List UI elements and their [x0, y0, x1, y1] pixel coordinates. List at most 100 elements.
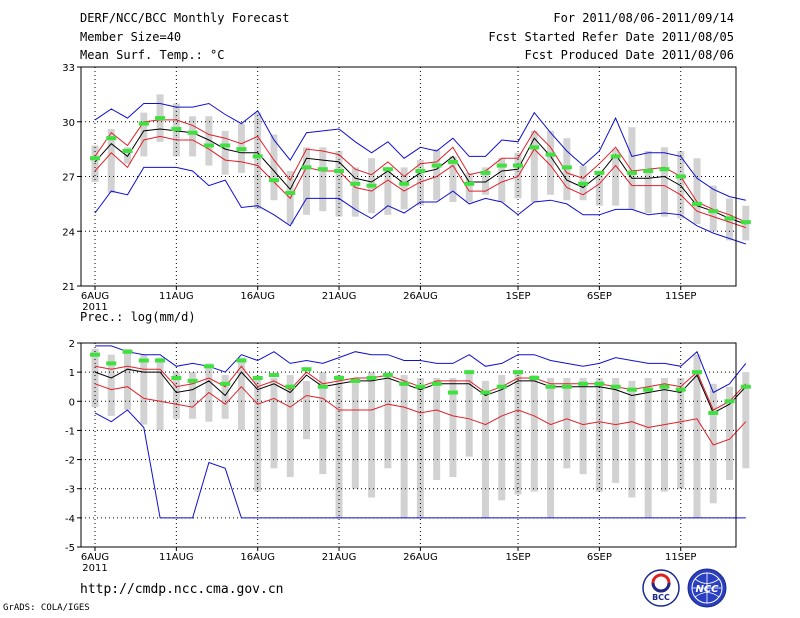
observed-mark — [545, 152, 556, 157]
observed-mark — [285, 384, 296, 389]
member-size-label: Member Size=40 — [80, 30, 182, 44]
observed-mark — [691, 201, 702, 206]
observed-mark — [480, 390, 491, 395]
spread-box — [530, 130, 538, 203]
x-tick-label: 21AUG — [322, 552, 357, 563]
observed-mark — [187, 130, 198, 135]
observed-mark — [675, 387, 686, 392]
observed-mark — [90, 156, 100, 161]
variable-label: Mean Surf. Temp.: °C — [80, 48, 225, 62]
x-tick-label: 11SEP — [665, 291, 696, 302]
observed-mark — [90, 352, 100, 357]
observed-mark — [464, 181, 475, 186]
spread-box — [709, 185, 717, 232]
y-tick-label: 30 — [62, 118, 75, 129]
spread-box — [465, 372, 473, 457]
observed-mark — [399, 381, 410, 386]
spread-box — [189, 116, 197, 157]
spread-box — [433, 149, 441, 201]
spread-box — [189, 372, 197, 419]
observed-mark — [691, 370, 702, 375]
observed-mark — [122, 349, 133, 354]
y-tick-label: 1 — [69, 368, 75, 379]
y-tick-label: 24 — [62, 227, 75, 238]
observed-mark — [447, 159, 458, 164]
x-tick-label: 26AUG — [403, 552, 438, 563]
spread-box — [351, 167, 359, 217]
logos: BCC NCC — [642, 568, 727, 608]
observed-mark — [138, 121, 149, 126]
grads-credit: GrADS: COLA/IGES — [3, 603, 90, 613]
forecast-period: For 2011/08/06-2011/09/14 — [553, 11, 734, 25]
observed-mark — [561, 384, 572, 389]
ncc-logo-text: NCC — [695, 584, 719, 595]
observed-mark — [578, 381, 589, 386]
y-tick-label: -5 — [65, 543, 75, 554]
spread-box — [530, 375, 538, 492]
y-tick-label: -1 — [65, 426, 75, 437]
observed-mark — [106, 361, 117, 366]
spread-box — [270, 377, 278, 469]
spread-box — [449, 156, 457, 203]
spread-box — [303, 147, 311, 215]
observed-mark — [464, 370, 475, 375]
spread-box — [644, 377, 652, 518]
y-tick-label: 21 — [62, 282, 75, 293]
x-tick-label: 26AUG — [403, 291, 438, 302]
spread-box — [612, 149, 620, 206]
observed-mark — [431, 381, 442, 386]
observed-mark — [350, 181, 361, 186]
spread-box — [465, 172, 473, 203]
observed-mark — [203, 364, 214, 369]
x-year-label: 2011 — [82, 302, 107, 313]
x-tick-label: 6AUG — [81, 291, 109, 302]
observed-mark — [610, 154, 621, 159]
observed-mark — [366, 183, 377, 188]
spread-box — [742, 372, 750, 469]
observed-mark — [610, 384, 621, 389]
ncc-logo: NCC — [687, 568, 727, 608]
x-tick-label: 6SEP — [587, 291, 612, 302]
bcc-logo: BCC — [642, 569, 680, 607]
observed-mark — [155, 358, 166, 363]
ensemble-max-line — [94, 102, 746, 201]
spread-box — [677, 150, 685, 219]
observed-mark — [155, 116, 166, 121]
observed-mark — [740, 220, 751, 225]
observed-mark — [578, 181, 589, 186]
spread-box — [579, 377, 587, 475]
observed-mark — [724, 216, 735, 221]
observed-mark — [643, 387, 654, 392]
bcc-logo-text: BCC — [652, 593, 670, 602]
spread-box — [514, 372, 522, 495]
observed-mark — [317, 167, 328, 172]
y-tick-label: -4 — [65, 514, 75, 525]
observed-mark — [594, 170, 605, 175]
spread-box — [628, 127, 636, 210]
lower-spread-line — [94, 135, 746, 229]
spread-box — [91, 348, 99, 408]
observed-mark — [171, 127, 182, 132]
x-tick-label: 21AUG — [322, 291, 357, 302]
spread-box — [693, 158, 701, 224]
observed-mark — [236, 147, 247, 152]
spread-box — [254, 112, 262, 210]
observed-mark — [203, 143, 214, 148]
spread-box — [205, 116, 213, 166]
observed-mark — [626, 387, 637, 392]
observed-mark — [350, 378, 361, 383]
source-url[interactable]: http://cmdp.ncc.cma.gov.cn — [80, 582, 284, 597]
observed-mark — [708, 209, 719, 214]
observed-mark — [382, 167, 393, 172]
spread-box — [726, 386, 734, 480]
y-tick-label: 33 — [62, 63, 75, 74]
observed-mark — [480, 170, 491, 175]
spread-box — [319, 147, 327, 212]
spread-box — [660, 377, 668, 492]
forecast-start-date: Fcst Started Refer Date 2011/08/05 — [488, 30, 734, 44]
x-tick-label: 1SEP — [505, 291, 530, 302]
observed-mark — [529, 145, 540, 150]
spread-box — [286, 375, 294, 478]
spread-box — [221, 130, 229, 175]
